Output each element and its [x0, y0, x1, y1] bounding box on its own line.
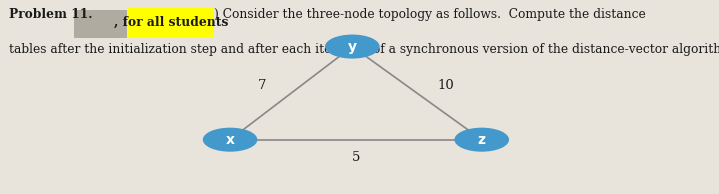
Text: , for all students: , for all students	[114, 16, 228, 29]
Text: 7: 7	[258, 79, 267, 92]
Text: 5: 5	[352, 151, 360, 164]
Text: Problem 11.: Problem 11.	[9, 8, 92, 21]
Ellipse shape	[203, 128, 257, 152]
Text: y: y	[348, 40, 357, 54]
Text: ) Consider the three-node topology as follows.  Compute the distance: ) Consider the three-node topology as fo…	[214, 8, 646, 21]
Text: x: x	[226, 133, 234, 147]
Text: tables after the initialization step and after each iteration of a synchronous v: tables after the initialization step and…	[9, 43, 719, 56]
Ellipse shape	[325, 35, 380, 59]
FancyBboxPatch shape	[128, 8, 214, 37]
Ellipse shape	[454, 128, 509, 152]
Text: 10: 10	[437, 79, 454, 92]
Text: z: z	[477, 133, 486, 147]
FancyBboxPatch shape	[74, 10, 127, 38]
